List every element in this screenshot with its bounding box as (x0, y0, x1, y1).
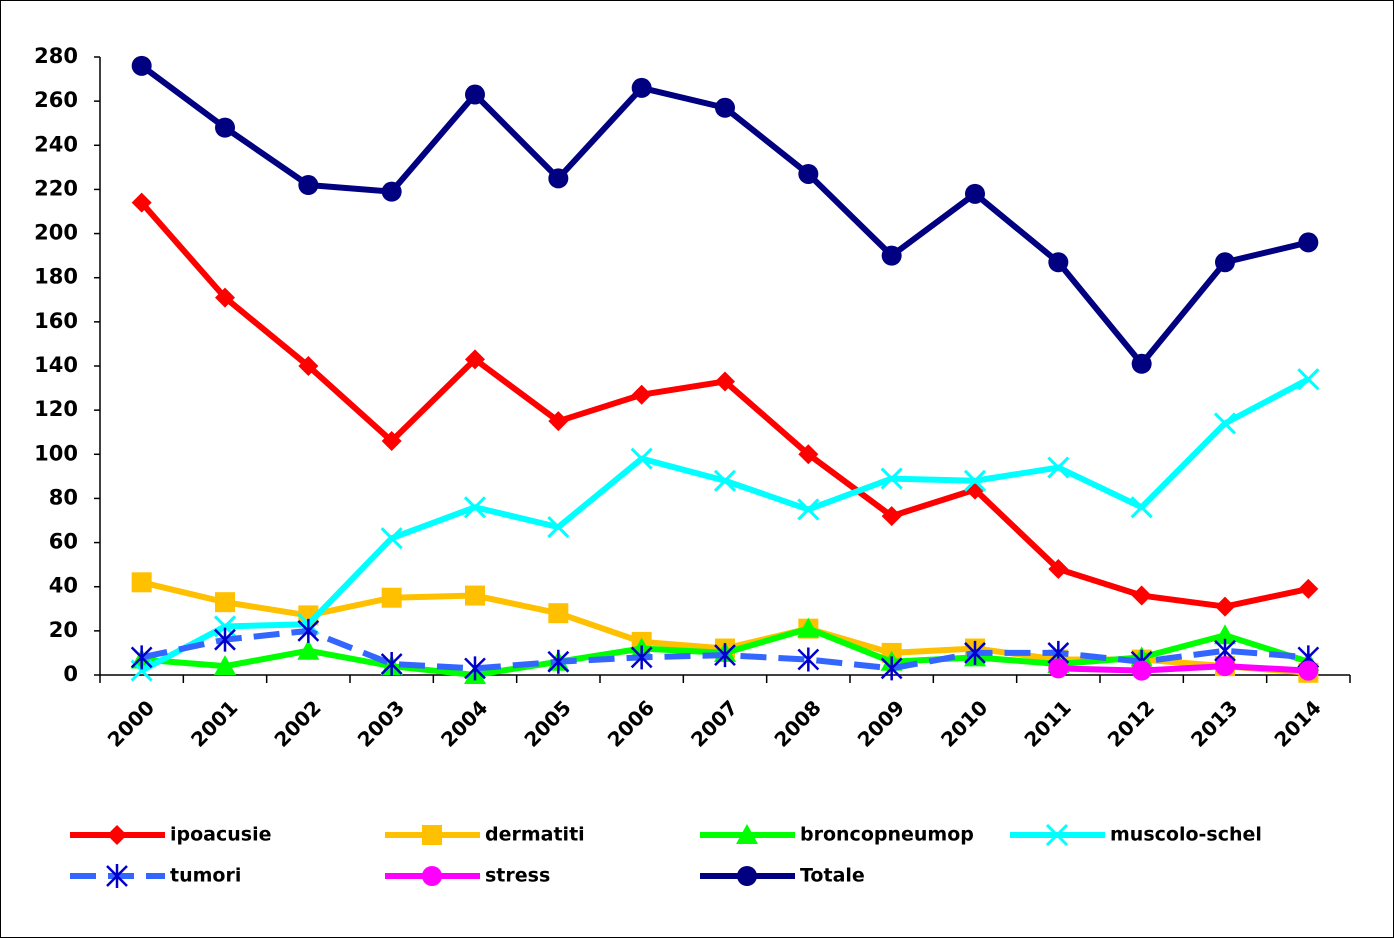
y-tick-label: 240 (34, 132, 78, 156)
y-tick-label: 0 (63, 662, 78, 686)
marker (797, 647, 820, 672)
series-line (1058, 663, 1309, 674)
y-tick-label: 280 (34, 44, 78, 68)
marker (465, 585, 485, 606)
marker (630, 645, 653, 670)
marker (131, 55, 152, 76)
marker (1047, 456, 1070, 479)
marker (1131, 585, 1152, 606)
marker (798, 163, 819, 184)
marker (215, 287, 235, 308)
marker (1131, 660, 1152, 681)
marker (715, 371, 735, 392)
marker (297, 639, 320, 660)
marker (215, 592, 235, 613)
marker (131, 572, 152, 593)
marker (381, 587, 402, 608)
marker (547, 649, 570, 674)
marker (631, 384, 652, 405)
marker (714, 643, 736, 668)
marker (881, 245, 902, 266)
marker (797, 617, 820, 638)
marker (881, 506, 902, 527)
marker (381, 431, 402, 452)
marker (880, 656, 903, 681)
marker (963, 469, 987, 492)
marker (547, 516, 570, 539)
legend-label: stress (485, 865, 550, 887)
y-tick-label: 40 (49, 574, 78, 598)
marker (965, 183, 985, 204)
marker (380, 651, 403, 676)
marker (1131, 353, 1152, 374)
marker (1048, 252, 1069, 273)
y-tick-label: 100 (34, 441, 78, 465)
marker (215, 117, 235, 138)
marker (381, 181, 402, 202)
marker (298, 356, 319, 376)
marker (214, 627, 236, 652)
marker (214, 655, 236, 676)
y-tick-label: 160 (34, 309, 78, 333)
marker (1048, 559, 1069, 580)
legend-marker (736, 824, 758, 844)
marker (131, 192, 152, 213)
legend-marker (106, 864, 128, 888)
marker (1130, 496, 1153, 519)
marker (1213, 412, 1237, 435)
marker (1297, 368, 1320, 391)
legend-marker (422, 866, 442, 886)
legend-label: muscolo-schel (1110, 824, 1262, 846)
y-tick-label: 220 (34, 176, 78, 200)
marker (464, 656, 486, 681)
marker (1215, 656, 1235, 677)
marker (1215, 252, 1235, 273)
y-tick-label: 80 (49, 485, 78, 509)
marker (631, 77, 652, 98)
marker (1215, 596, 1235, 617)
marker (964, 640, 986, 665)
marker (1214, 624, 1236, 645)
y-tick-label: 60 (49, 530, 78, 554)
marker (715, 97, 735, 118)
marker (1298, 232, 1319, 253)
legend-marker (422, 825, 442, 845)
marker (880, 467, 903, 490)
marker (798, 444, 819, 465)
marker (548, 411, 569, 432)
legend-label: dermatiti (485, 824, 585, 846)
marker (298, 175, 319, 196)
y-tick-label: 120 (34, 397, 78, 421)
legend-marker (1045, 823, 1069, 847)
marker (1298, 578, 1319, 599)
marker (630, 447, 653, 470)
y-tick-label: 260 (34, 88, 78, 112)
marker (548, 168, 569, 189)
marker (463, 496, 487, 519)
y-tick-label: 200 (34, 221, 78, 245)
marker (380, 527, 403, 550)
legend-label: tumori (170, 865, 241, 887)
marker (797, 498, 820, 521)
marker (1298, 660, 1319, 681)
legend-label: Totale (800, 865, 865, 887)
y-tick-label: 180 (34, 265, 78, 289)
legend-label: ipoacusie (170, 824, 272, 846)
legend-marker (107, 825, 127, 845)
marker (297, 618, 320, 643)
marker (1048, 658, 1069, 679)
legend-marker (737, 866, 757, 886)
marker (465, 84, 485, 105)
marker (548, 603, 569, 624)
marker (130, 645, 153, 670)
y-tick-label: 20 (49, 618, 78, 642)
marker (465, 349, 485, 370)
marker (713, 469, 737, 492)
legend-label: broncopneumop (800, 824, 974, 846)
y-tick-label: 140 (34, 353, 78, 377)
